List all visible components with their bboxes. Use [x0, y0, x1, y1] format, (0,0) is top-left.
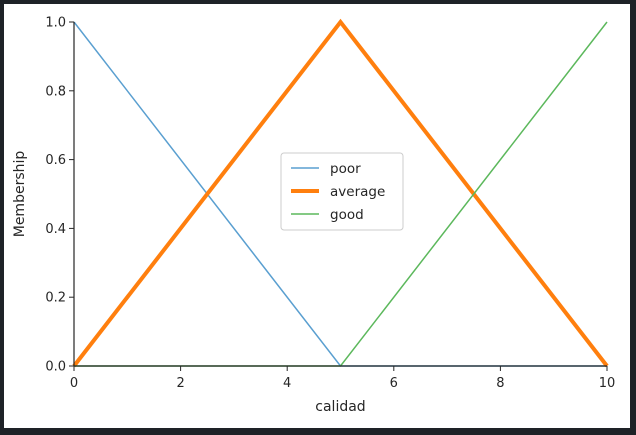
- x-axis-ticks: 0 2 4 6 8 10: [70, 366, 615, 391]
- y-tick-label: 0.8: [45, 84, 66, 99]
- legend-box: [280, 152, 404, 231]
- legend-items: poor average good: [291, 161, 385, 223]
- y-tick-label: 0.2: [45, 291, 66, 306]
- legend-item-average: average: [291, 184, 385, 200]
- x-axis-label: calidad: [315, 399, 365, 415]
- x-tick-label: 2: [176, 376, 184, 391]
- x-tick-label: 0: [70, 376, 78, 391]
- x-tick-label: 6: [390, 376, 398, 391]
- figure-frame: 0 2 4 6 8 10 0.0 0.2 0.4 0.6 0.8 1.0 calidad Membe…: [4, 4, 630, 428]
- legend-item-good: good: [291, 207, 364, 223]
- x-tick-label: 8: [496, 376, 504, 391]
- legend: poor average good: [280, 152, 404, 231]
- membership-chart: 0 2 4 6 8 10 0.0 0.2 0.4 0.6 0.8 1.0 calidad Membe…: [12, 16, 615, 416]
- x-tick-label: 10: [599, 376, 616, 391]
- y-tick-label: 0.4: [45, 222, 66, 237]
- series-line-average: [72, 18, 609, 368]
- y-tick-label: 1.0: [45, 16, 66, 31]
- y-axis-label: Membership: [12, 151, 28, 238]
- legend-label: poor: [330, 161, 361, 177]
- plot-area: 0 2 4 6 8 10 0.0 0.2 0.4 0.6 0.8 1.0: [45, 16, 615, 392]
- y-tick-label: 0.0: [45, 360, 66, 375]
- legend-item-poor: poor: [291, 161, 361, 177]
- legend-label: good: [330, 207, 364, 223]
- x-tick-label: 4: [283, 376, 291, 391]
- legend-label: average: [330, 184, 385, 200]
- y-tick-label: 0.6: [45, 153, 66, 168]
- y-axis-ticks: 0.0 0.2 0.4 0.6 0.8 1.0: [45, 16, 74, 375]
